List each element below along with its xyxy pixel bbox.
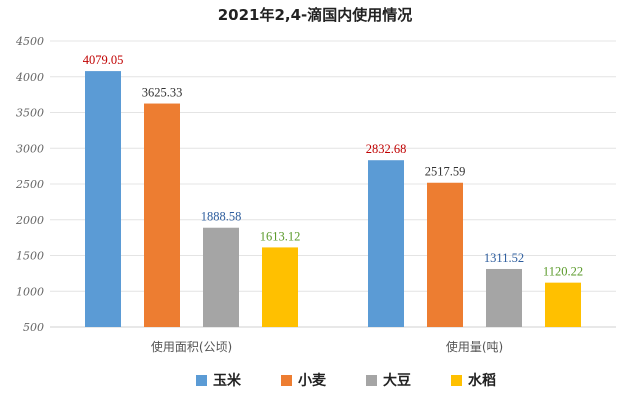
bar-玉米-1 xyxy=(368,160,404,327)
y-tick-label: 3000 xyxy=(16,142,44,155)
legend-label: 玉米 xyxy=(213,372,242,389)
x-category-label: 使用量(吨) xyxy=(446,339,503,354)
legend-label: 小麦 xyxy=(298,372,327,389)
x-category-label: 使用面积(公顷) xyxy=(151,339,232,354)
y-tick-label: 500 xyxy=(23,321,44,334)
data-label: 2832.68 xyxy=(366,142,407,156)
legend-label: 大豆 xyxy=(383,372,411,389)
y-tick-label: 2000 xyxy=(15,214,44,227)
data-label: 4079.05 xyxy=(83,53,124,67)
bar-水稻-0 xyxy=(262,247,298,327)
x-axis: 使用面积(公顷) 使用量(吨) xyxy=(151,339,503,354)
bar-小麦-0 xyxy=(144,103,180,327)
data-labels: 4079.05 3625.33 1888.58 1613.12 2832.68 2517.… xyxy=(83,53,583,279)
bar-小麦-1 xyxy=(427,182,463,327)
y-axis: 500 1000 1500 2000 2500 3000 3500 4000 4500 xyxy=(15,35,44,334)
bar-水稻-1 xyxy=(545,282,581,327)
y-tick-label: 4000 xyxy=(15,71,44,84)
bars xyxy=(85,71,581,327)
legend-label: 水稻 xyxy=(468,372,496,389)
legend-swatch xyxy=(366,375,377,386)
y-tick-label: 2500 xyxy=(15,178,44,191)
gridlines xyxy=(50,40,616,328)
bar-大豆-1 xyxy=(486,268,522,327)
legend-swatch xyxy=(196,375,207,386)
chart-title: 2021年2,4-滴国内使用情况 xyxy=(218,6,413,24)
y-tick-label: 1500 xyxy=(16,250,44,263)
legend: 玉米 小麦 大豆 水稻 xyxy=(196,372,496,389)
data-label: 1120.22 xyxy=(543,265,583,279)
y-tick-label: 1000 xyxy=(16,285,44,298)
data-label: 3625.33 xyxy=(142,86,183,100)
bar-玉米-0 xyxy=(85,71,121,327)
legend-swatch xyxy=(281,375,292,386)
data-label: 1311.52 xyxy=(484,251,524,265)
data-label: 2517.59 xyxy=(425,165,466,179)
data-label: 1888.58 xyxy=(201,210,242,224)
y-tick-label: 3500 xyxy=(16,107,44,120)
y-tick-label: 4500 xyxy=(15,35,44,48)
bar-大豆-0 xyxy=(203,227,239,327)
data-label: 1613.12 xyxy=(260,229,301,243)
legend-swatch xyxy=(451,375,462,386)
